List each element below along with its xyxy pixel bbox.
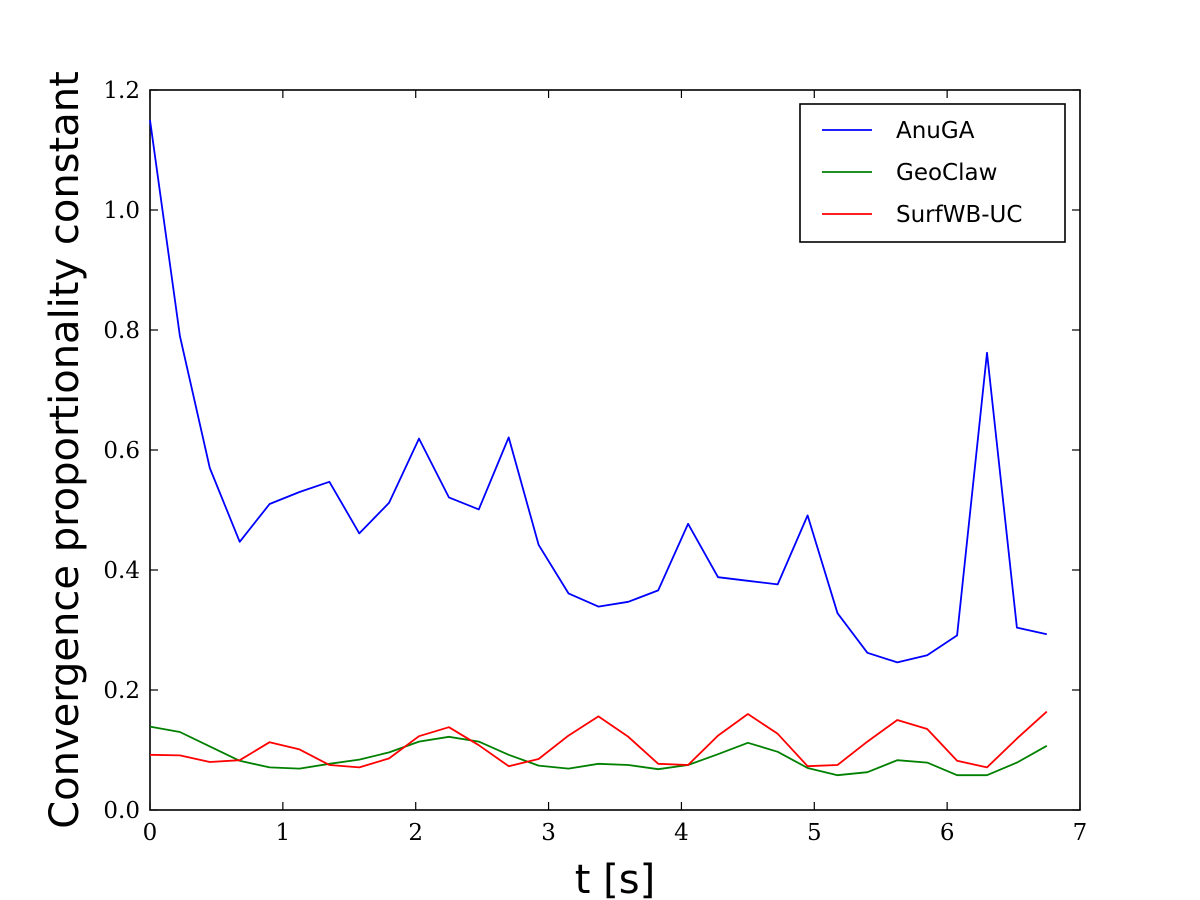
- x-tick-label: 6: [940, 820, 955, 846]
- y-tick-label: 0.0: [103, 798, 140, 824]
- x-tick-label: 0: [143, 820, 158, 846]
- x-axis-title: t [s]: [575, 857, 655, 900]
- legend-label-anuga: AnuGA: [896, 118, 975, 144]
- x-tick-label: 3: [541, 820, 556, 846]
- x-tick-label: 1: [276, 820, 291, 846]
- series-line-surfwb-uc: [149, 710, 1048, 769]
- legend: AnuGA GeoClaw SurfWB-UC: [799, 103, 1066, 243]
- y-tick-label: 0.2: [103, 678, 140, 704]
- y-tick-label: 0.6: [103, 438, 140, 464]
- x-tick-label: 4: [674, 820, 689, 846]
- legend-label-surfwb-uc: SurfWB-UC: [896, 202, 1022, 228]
- y-tick-label: 1.2: [103, 78, 140, 104]
- x-tick-label: 5: [807, 820, 822, 846]
- series-line-anuga: [149, 119, 1047, 664]
- series-lines: [149, 119, 1048, 777]
- x-tick-label: 2: [408, 820, 423, 846]
- series-line-geoclaw: [149, 725, 1048, 777]
- y-tick-label: 0.4: [103, 558, 140, 584]
- legend-box: [799, 103, 1066, 243]
- x-tick-label: 7: [1073, 820, 1088, 846]
- legend-label-geoclaw: GeoClaw: [896, 160, 997, 186]
- y-tick-label: 1.0: [103, 198, 140, 224]
- y-tick-label: 0.8: [103, 318, 140, 344]
- y-axis-title: Convergence proportionality constant: [42, 71, 88, 829]
- axis-ticks: 0 1 2 3 4 5 6 7 0.0 0.2 0.4 0.6 0.8 1.0 1.2: [103, 78, 1087, 846]
